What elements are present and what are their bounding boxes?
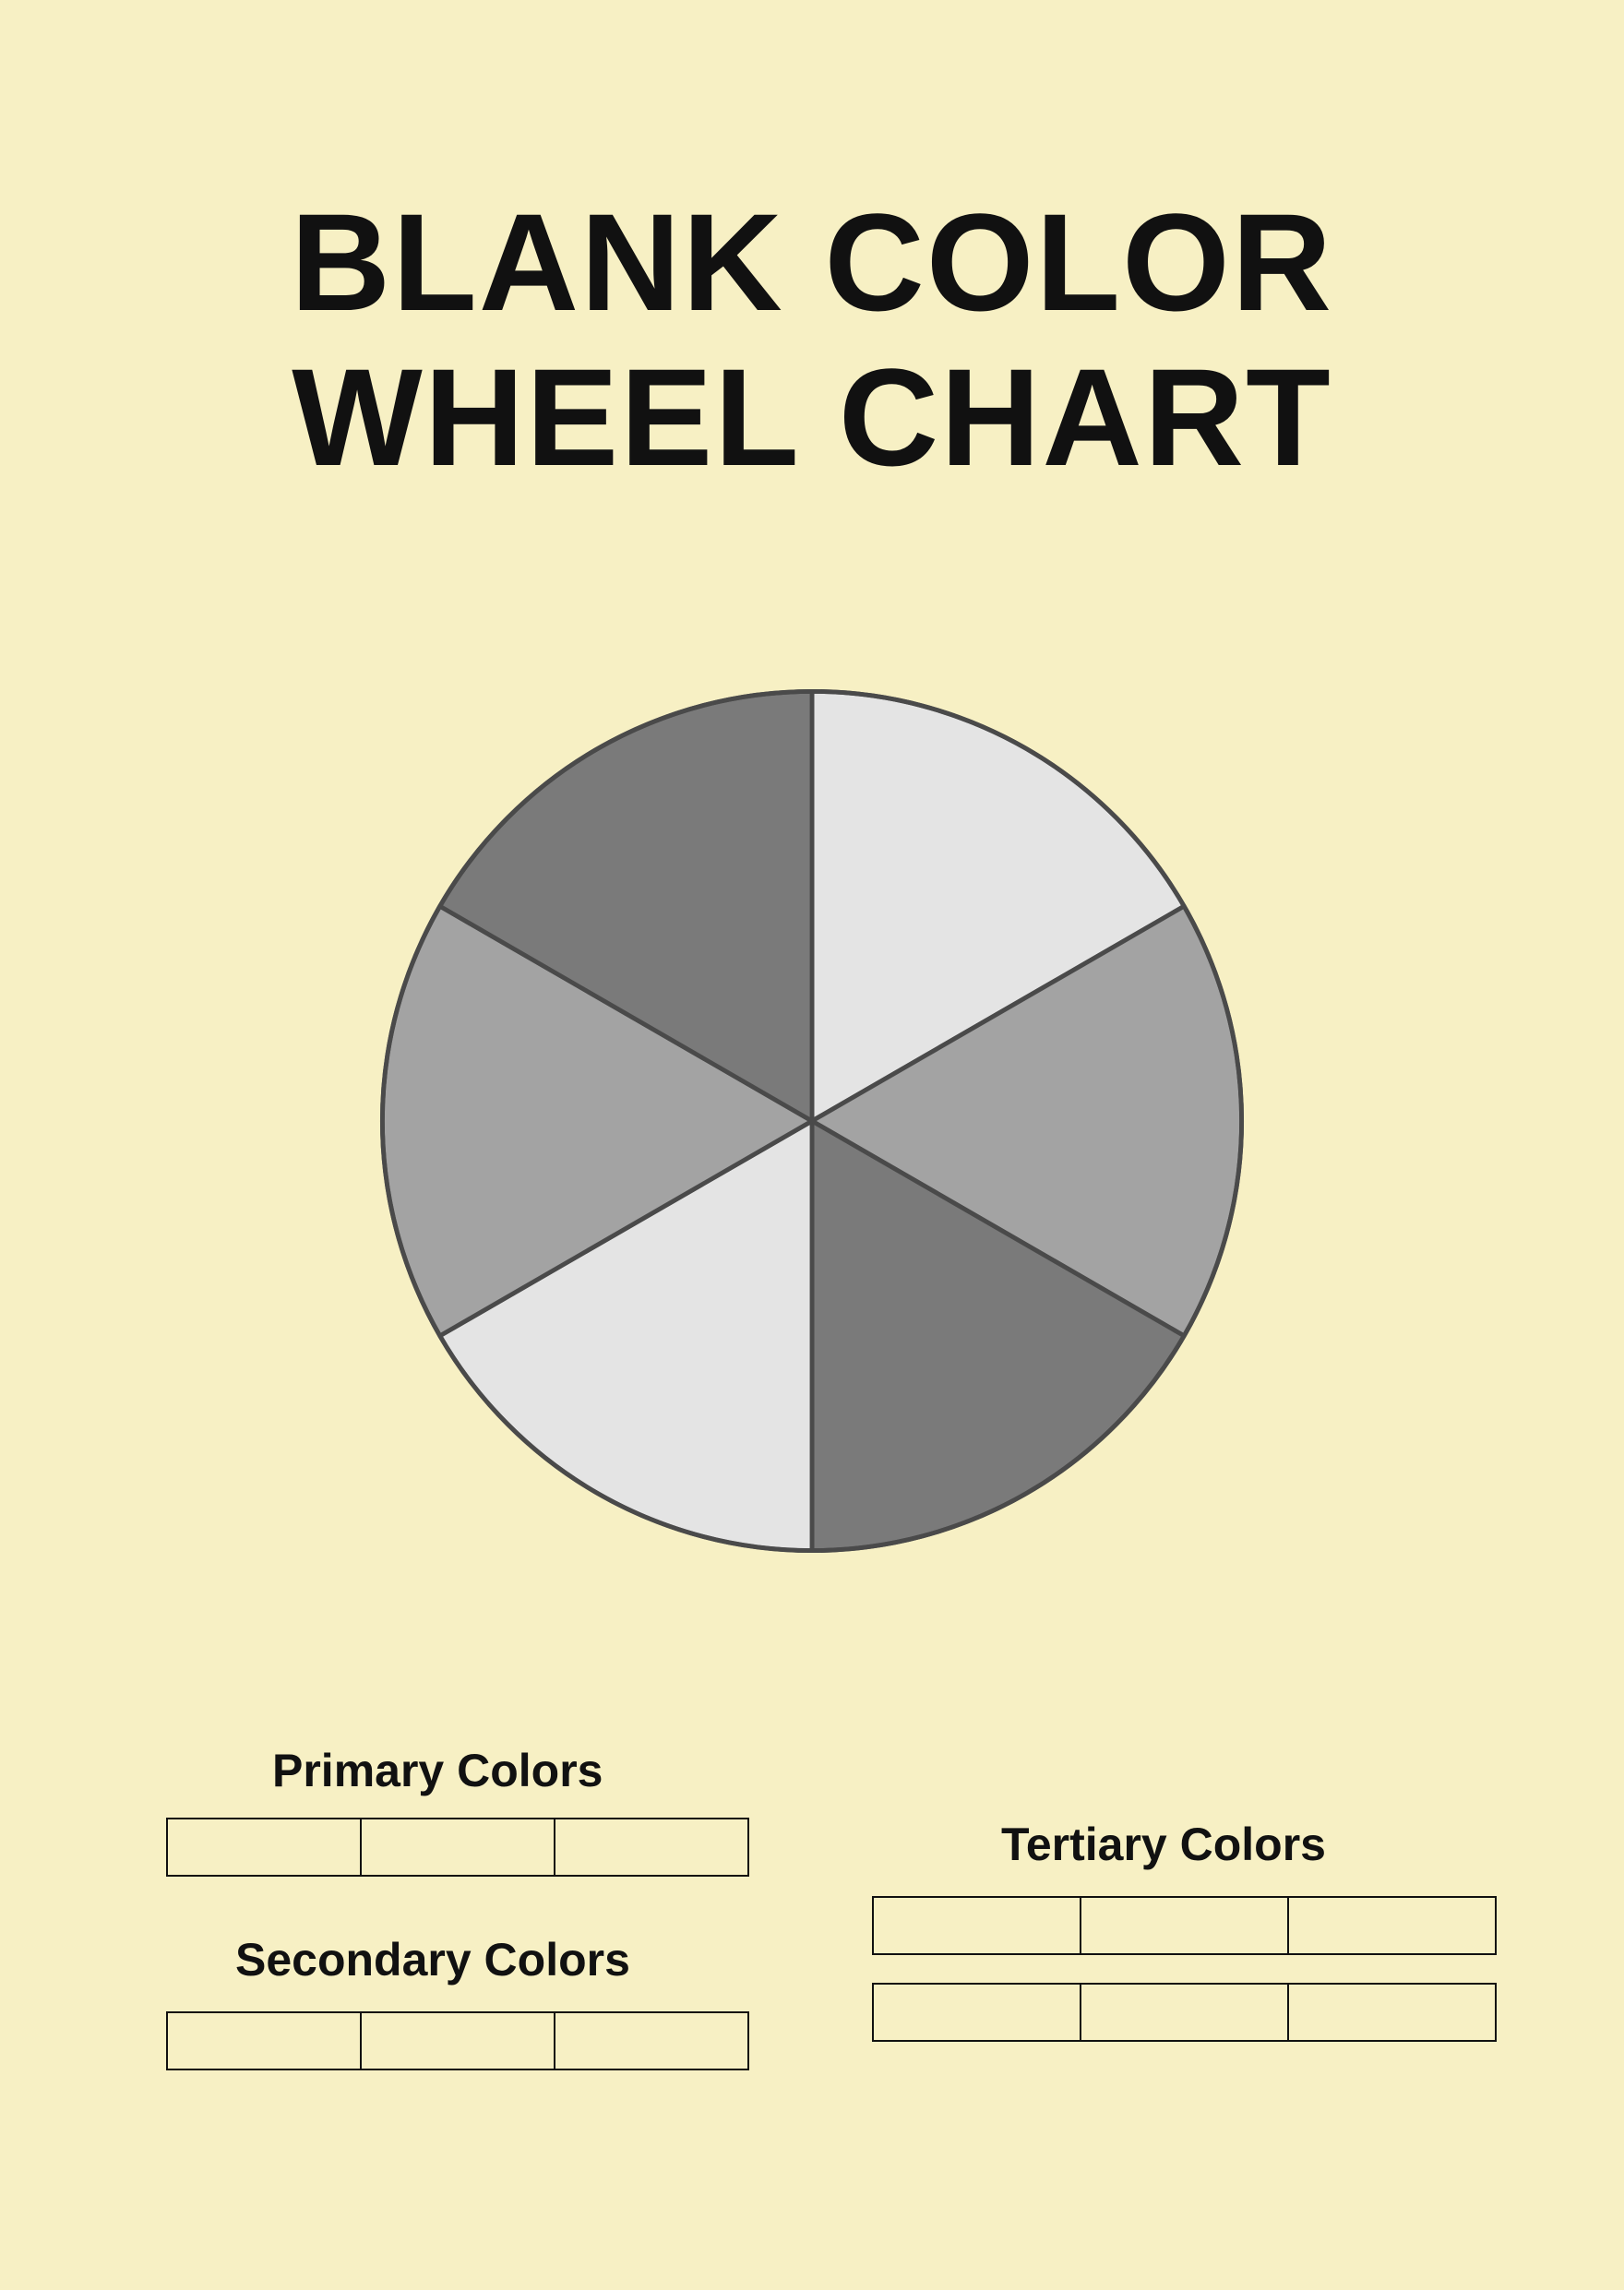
primary-label: Primary Colors — [272, 1744, 603, 1797]
blank-table — [166, 2011, 749, 2070]
blank-table — [872, 1896, 1497, 1955]
tertiary-label: Tertiary Colors — [1001, 1818, 1326, 1871]
page-title: BLANK COLORWHEEL CHART — [0, 185, 1624, 495]
blank-cell — [167, 1819, 361, 1876]
blank-cell — [873, 1984, 1081, 2041]
color-wheel — [364, 674, 1260, 1568]
primary-section: Primary Colors — [272, 1744, 603, 1797]
blank-cell — [555, 1819, 748, 1876]
blank-cell — [361, 1819, 555, 1876]
blank-cell — [361, 2012, 555, 2069]
blank-cell — [1288, 1984, 1496, 2041]
blank-cell — [167, 2012, 361, 2069]
blank-cell — [1081, 1984, 1288, 2041]
color-wheel-svg — [364, 674, 1260, 1568]
secondary-section: Secondary Colors — [235, 1933, 630, 1986]
blank-cell — [873, 1897, 1081, 1954]
tertiary-table-wrap — [872, 1896, 1497, 2042]
primary-table-wrap — [166, 1818, 749, 1877]
page: BLANK COLORWHEEL CHART Primary Colors Se… — [0, 0, 1624, 2290]
tertiary-section: Tertiary Colors — [1001, 1818, 1326, 1871]
secondary-label: Secondary Colors — [235, 1933, 630, 1986]
blank-cell — [1288, 1897, 1496, 1954]
blank-table — [166, 1818, 749, 1877]
blank-cell — [555, 2012, 748, 2069]
blank-table — [872, 1983, 1497, 2042]
secondary-table-wrap — [166, 2011, 749, 2070]
blank-cell — [1081, 1897, 1288, 1954]
